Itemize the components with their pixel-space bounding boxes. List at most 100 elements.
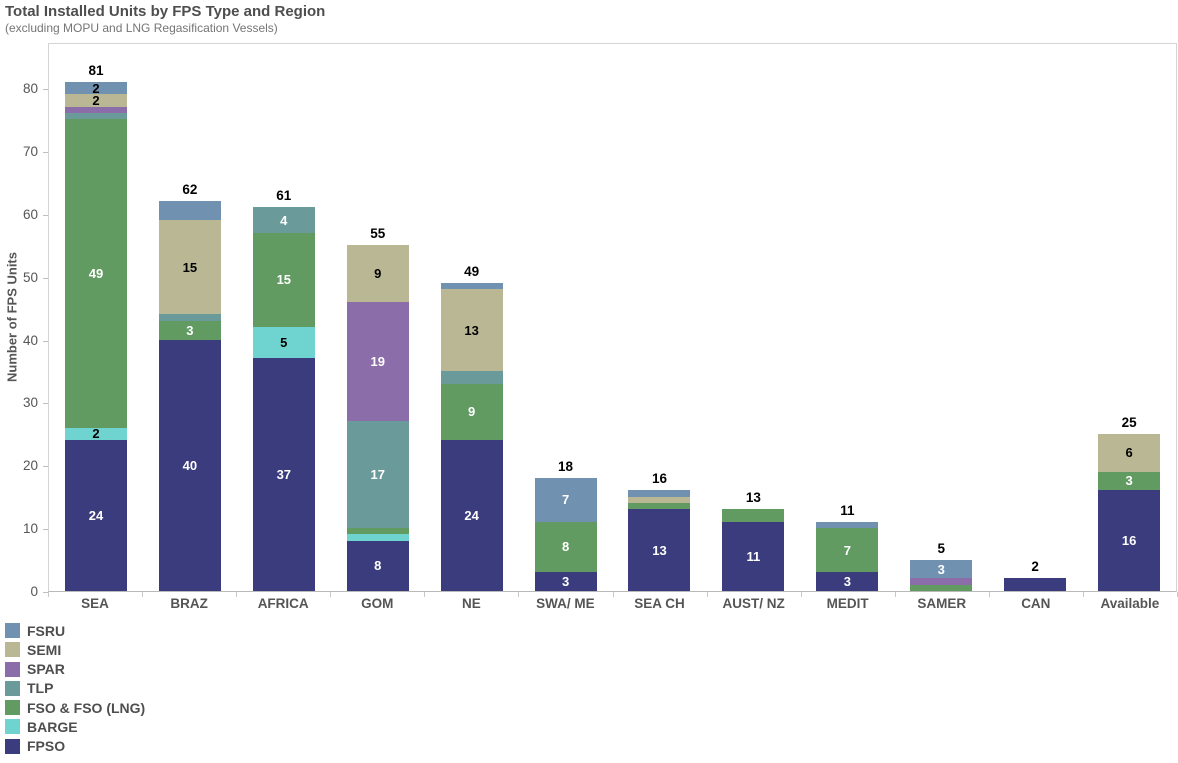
bar-cell: 3 7 11 [800, 44, 894, 591]
bar-segment-label: 3 [186, 322, 194, 338]
x-tick-label: GOM [361, 596, 394, 611]
y-tick-label: 50 [22, 269, 38, 285]
bar-segment[interactable] [440, 282, 503, 290]
bar-total-label: 49 [464, 263, 480, 279]
bar-segment[interactable] [158, 314, 221, 321]
legend-swatch [5, 700, 20, 716]
x-axis-labels: SEA BRAZ AFRICA GOM NE SWA/ ME SEA CH AUST/ NZ M… [48, 596, 1177, 611]
bar-segment[interactable]: 3 [816, 572, 879, 591]
y-tick-label: 0 [30, 584, 38, 599]
bar-cell: 37 5 15 4 61 [237, 44, 331, 591]
bar-segment[interactable] [1004, 578, 1067, 591]
bar-segment[interactable]: 4 [252, 207, 315, 233]
bar-segment-label: 40 [182, 457, 198, 473]
bar-cell: 40 3 15 62 [143, 44, 237, 591]
stacked-bar: 40 3 15 [158, 201, 221, 591]
bar-segment-label: 7 [561, 492, 570, 508]
bar-segment[interactable]: 6 [1098, 433, 1161, 472]
x-tick-mark [894, 592, 896, 597]
bar-segment[interactable]: 16 [1098, 490, 1161, 591]
bar-segment[interactable] [346, 528, 409, 535]
bar-segment[interactable] [816, 521, 879, 529]
bar-segment-label: 8 [561, 539, 570, 555]
bar-segment[interactable]: 7 [534, 477, 597, 522]
bar-segment-label: 8 [374, 558, 382, 574]
bar-segment[interactable] [64, 106, 127, 114]
bar-segment[interactable]: 37 [252, 358, 315, 591]
bar-segment[interactable]: 2 [64, 427, 127, 440]
bar-segment[interactable]: 19 [346, 301, 409, 422]
bar-segment[interactable]: 5 [252, 326, 315, 359]
bar-segment-label: 17 [370, 467, 385, 483]
bar-segment[interactable] [910, 584, 973, 591]
bar-segment[interactable] [158, 201, 221, 221]
bar-segment[interactable]: 7 [816, 528, 879, 573]
bar-segment[interactable]: 49 [64, 119, 127, 428]
bar-segment[interactable]: 24 [440, 440, 503, 591]
bar-segment[interactable]: 17 [346, 421, 409, 529]
bar-segment[interactable]: 24 [64, 440, 127, 591]
y-tick-mark [43, 340, 48, 342]
x-tick-label: SAMER [917, 596, 967, 611]
x-tick-mark [988, 592, 990, 597]
y-tick-label: 60 [22, 206, 38, 222]
legend: FSRU SEMI SPAR TLP FSO & FSO (LNG) BARGE FPSO [5, 621, 145, 756]
legend-item[interactable]: BARGE [5, 717, 145, 736]
bar-segment[interactable]: 13 [440, 289, 503, 371]
legend-item[interactable]: FPSO [5, 737, 145, 756]
bar-segment[interactable] [440, 370, 503, 384]
bar-segment-label: 15 [276, 272, 292, 288]
legend-item[interactable]: FSRU [5, 621, 145, 640]
bar-segment[interactable]: 3 [910, 559, 973, 579]
plot-area: 24 2 49 2 2 81 40 3 15 62 37 5 15 4 61 8 17 19 9 55 24 9 13 49 3… [48, 43, 1177, 592]
legend-swatch [5, 738, 20, 754]
bar-segment[interactable]: 9 [346, 245, 409, 302]
bar-segment[interactable] [64, 113, 127, 120]
y-tick-mark [43, 151, 48, 153]
bar-segment[interactable]: 11 [722, 521, 785, 591]
x-tick-mark [236, 592, 238, 597]
y-tick-mark [43, 403, 48, 405]
bar-segment[interactable]: 8 [346, 540, 409, 591]
bar-total-label: 61 [276, 188, 292, 204]
bar-segment[interactable]: 40 [158, 339, 221, 591]
bar-segment[interactable] [346, 534, 409, 541]
bar-segment[interactable]: 15 [252, 232, 315, 327]
bar-segment[interactable] [628, 496, 691, 503]
bar-segment[interactable]: 2 [64, 82, 127, 95]
y-tick-label: 10 [22, 521, 38, 537]
y-tick-label: 20 [22, 458, 38, 474]
bar-cell: 11 13 [706, 44, 800, 591]
legend-item[interactable]: SPAR [5, 660, 145, 679]
legend-item[interactable]: SEMI [5, 640, 145, 659]
stacked-bar: 11 [722, 509, 785, 591]
legend-label: BARGE [27, 718, 78, 735]
bar-segment[interactable] [722, 509, 785, 522]
bar-segment[interactable] [910, 578, 973, 585]
legend-item[interactable]: TLP [5, 679, 145, 698]
bar-segment[interactable]: 3 [1098, 471, 1161, 491]
bar-segment[interactable] [628, 490, 691, 497]
legend-item[interactable]: FSO & FSO (LNG) [5, 698, 145, 717]
x-tick-label: SEA [81, 596, 109, 611]
x-tick-mark [48, 592, 49, 597]
bar-segment-label: 19 [370, 354, 385, 370]
bar-segment[interactable]: 13 [628, 509, 691, 591]
bar-segment[interactable]: 8 [534, 521, 597, 573]
bar-segment[interactable]: 3 [158, 320, 221, 340]
bar-cell: 13 16 [613, 44, 707, 591]
legend-swatch [5, 680, 20, 696]
bar-segment-label: 6 [1125, 445, 1133, 461]
bar-segment[interactable]: 15 [158, 220, 221, 315]
legend-swatch [5, 661, 20, 677]
chart-title: Total Installed Units by FPS Type and Re… [5, 3, 326, 20]
bar-segment[interactable]: 2 [64, 94, 127, 107]
bar-total-label: 62 [182, 182, 198, 198]
bar-segment[interactable] [628, 502, 691, 510]
bar-segment[interactable]: 9 [440, 383, 503, 441]
x-tick-label: BRAZ [170, 596, 208, 611]
y-tick-label: 80 [22, 81, 38, 96]
bar-segment[interactable]: 3 [534, 572, 597, 591]
legend-label: FPSO [27, 738, 66, 755]
